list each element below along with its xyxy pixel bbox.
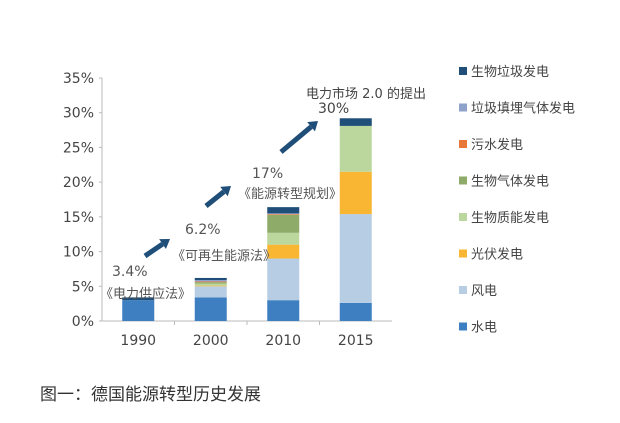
bar-segment — [267, 300, 300, 321]
annotation-label: 《可再生能源法》 — [172, 249, 276, 264]
annotation-label: 电力市场 2.0 的提出 — [306, 86, 426, 102]
legend-swatch — [459, 140, 467, 148]
bar-segment — [339, 214, 372, 303]
x-tick-label: 1990 — [120, 333, 156, 349]
x-tick-label: 2000 — [193, 333, 229, 349]
y-tick-label: 0% — [72, 314, 94, 330]
bar-segment — [194, 285, 227, 287]
bar-segment — [122, 297, 155, 301]
arrow-shaft — [279, 124, 313, 154]
legend-label: 光伏发电 — [471, 247, 523, 263]
legend-label: 风电 — [471, 284, 497, 299]
bar-segment — [122, 300, 155, 321]
y-tick-label: 20% — [63, 175, 94, 191]
y-tick-label: 25% — [63, 140, 94, 156]
y-tick-label: 30% — [63, 106, 94, 122]
bar-segment — [194, 297, 227, 321]
legend-label: 垃圾填埋气体发电 — [471, 101, 575, 117]
bar-segment — [339, 302, 372, 321]
legend-label: 生物气体发电 — [471, 174, 549, 190]
bar-segment — [267, 244, 300, 259]
bar-segment — [194, 286, 227, 298]
bar-segment — [267, 213, 300, 215]
annotation-value: 3.4% — [112, 264, 148, 280]
bar-segment — [194, 281, 227, 283]
x-tick-label: 2015 — [338, 333, 374, 349]
annotation-value: 6.2% — [185, 222, 221, 238]
bar-segment — [267, 207, 300, 214]
arrow-head-icon — [307, 121, 318, 132]
legend-label: 水电 — [471, 321, 497, 336]
bar-segment — [194, 283, 227, 286]
bar-segment — [339, 171, 372, 215]
legend-swatch — [459, 103, 467, 112]
bar-segment — [194, 280, 227, 282]
bar-segment — [267, 214, 300, 215]
bar-segment — [267, 258, 300, 301]
arrow-head-icon — [220, 186, 231, 197]
legend-label: 生物质能发电 — [471, 210, 549, 226]
arrow-shaft — [204, 189, 226, 208]
bar-segment — [339, 118, 372, 126]
figure-caption: 图一：德国能源转型历史发展 — [40, 385, 261, 405]
legend-swatch — [459, 67, 467, 75]
y-tick-label: 10% — [63, 245, 94, 261]
bar-segment — [194, 277, 227, 281]
bar-segment — [194, 282, 227, 284]
bar-segment — [267, 232, 300, 245]
legend-label: 生物垃圾发电 — [471, 64, 549, 80]
annotation-label: 《电力供应法》 — [100, 286, 191, 302]
bar-segment — [267, 214, 300, 233]
y-tick-label: 35% — [63, 71, 94, 87]
legend-swatch — [459, 249, 467, 258]
annotation-value: 30% — [318, 101, 349, 117]
arrow-shaft — [143, 241, 164, 259]
legend-swatch — [459, 176, 467, 185]
legend-swatch — [459, 213, 467, 221]
y-tick-label: 5% — [72, 279, 94, 295]
bar-segment — [339, 125, 372, 172]
legend-label: 污水发电 — [471, 137, 523, 153]
annotation-value: 17% — [252, 166, 283, 182]
annotation-label: 《能源转型规划》 — [238, 187, 342, 202]
arrow-head-icon — [159, 239, 170, 250]
y-tick-label: 15% — [63, 210, 94, 226]
legend-swatch — [459, 322, 467, 331]
x-tick-label: 2010 — [265, 333, 301, 349]
legend-swatch — [459, 286, 467, 294]
